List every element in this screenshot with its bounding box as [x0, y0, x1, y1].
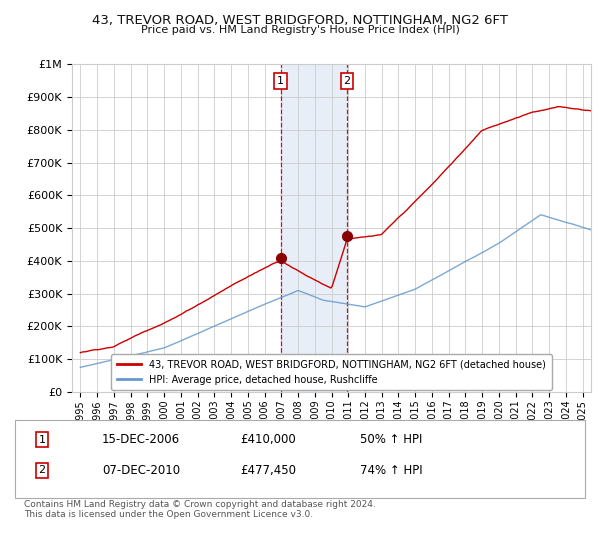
- Text: 1: 1: [38, 435, 46, 445]
- Text: 07-DEC-2010: 07-DEC-2010: [102, 464, 180, 477]
- Text: 50% ↑ HPI: 50% ↑ HPI: [360, 433, 422, 446]
- Text: £410,000: £410,000: [240, 433, 296, 446]
- Text: 2: 2: [344, 76, 350, 86]
- Text: 43, TREVOR ROAD, WEST BRIDGFORD, NOTTINGHAM, NG2 6FT: 43, TREVOR ROAD, WEST BRIDGFORD, NOTTING…: [92, 14, 508, 27]
- Text: 74% ↑ HPI: 74% ↑ HPI: [360, 464, 422, 477]
- Text: £477,450: £477,450: [240, 464, 296, 477]
- Legend: 43, TREVOR ROAD, WEST BRIDGFORD, NOTTINGHAM, NG2 6FT (detached house), HPI: Aver: 43, TREVOR ROAD, WEST BRIDGFORD, NOTTING…: [111, 354, 552, 390]
- Text: 2: 2: [38, 465, 46, 475]
- Text: Contains HM Land Registry data © Crown copyright and database right 2024.
This d: Contains HM Land Registry data © Crown c…: [24, 500, 376, 519]
- Text: Price paid vs. HM Land Registry's House Price Index (HPI): Price paid vs. HM Land Registry's House …: [140, 25, 460, 35]
- Bar: [281, 64, 347, 392]
- Text: 1: 1: [277, 76, 284, 86]
- Text: 15-DEC-2006: 15-DEC-2006: [102, 433, 180, 446]
